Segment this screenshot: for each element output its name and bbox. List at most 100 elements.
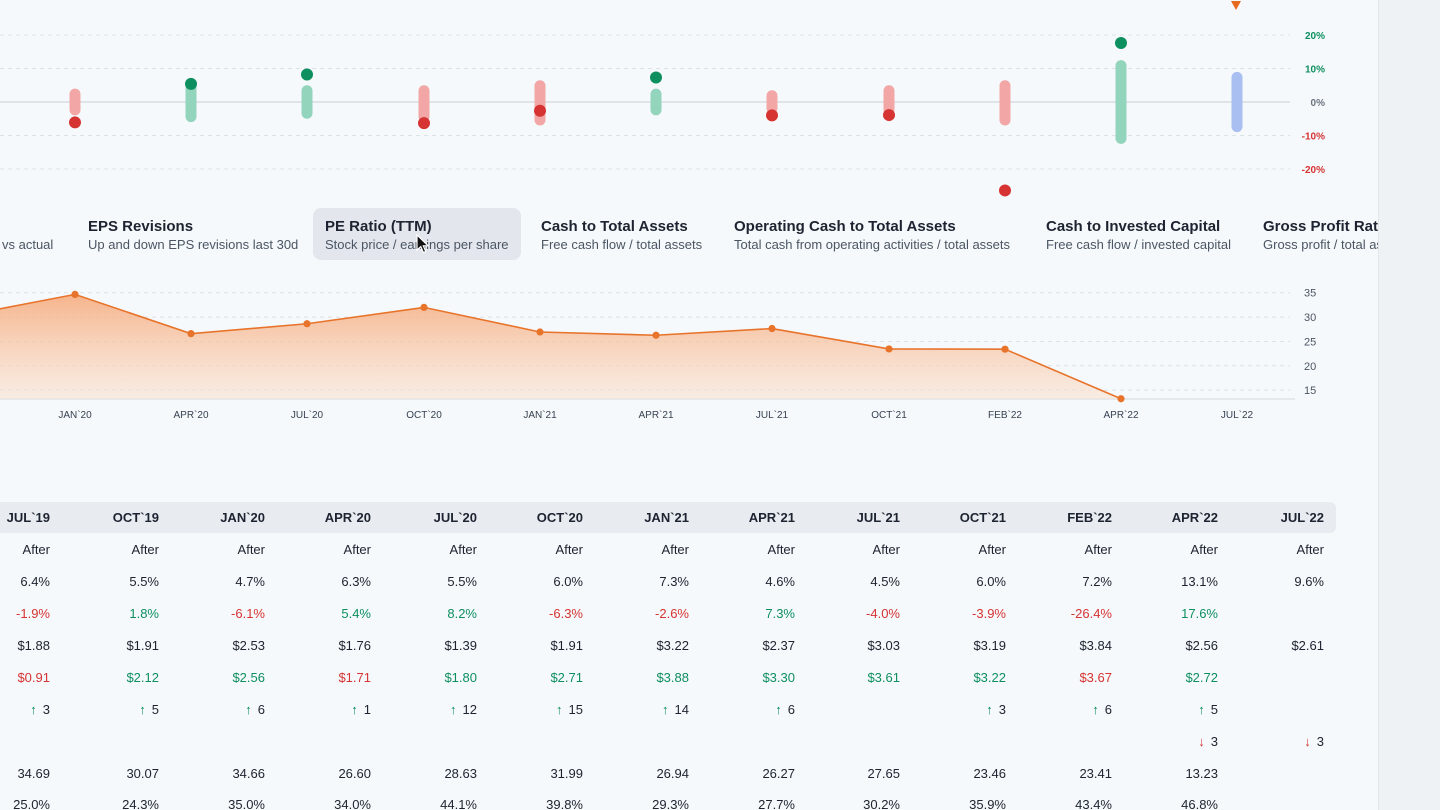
metric-tab-title: EPS Revisions — [88, 218, 194, 235]
column-header[interactable]: JAN`20 — [220, 510, 265, 525]
table-cell: ↑ 1 — [271, 702, 371, 718]
table-cell: ↓ 3 — [1224, 734, 1324, 750]
area-data-point — [1117, 395, 1125, 403]
table-cell: 35.9% — [969, 797, 1006, 810]
table-cell: 4.7% — [235, 574, 265, 589]
column-header[interactable]: APR`22 — [1171, 510, 1218, 525]
table-cell: 39.8% — [546, 797, 583, 810]
table-cell: 13.1% — [1181, 574, 1218, 589]
table-cell: $1.71 — [338, 670, 371, 685]
column-header[interactable]: FEB`22 — [1067, 510, 1112, 525]
area-x-tick-label: JAN`21 — [523, 409, 557, 421]
range-bar — [69, 88, 81, 116]
arrow-up-icon: ↑ — [139, 702, 146, 717]
metric-tab-title: Operating Cash to Total Assets — [734, 218, 956, 235]
column-header[interactable]: OCT`20 — [536, 510, 583, 525]
area-fill — [0, 294, 1121, 399]
metric-tab-subtitle: Gross profit / total assets — [1263, 237, 1378, 252]
table-cell: $2.37 — [762, 638, 795, 653]
area-data-point — [187, 330, 195, 338]
range-bar — [650, 88, 662, 116]
metric-tab-operating-cash-to-total-assets[interactable]: Operating Cash to Total Assets Total cash… — [722, 208, 1022, 260]
metric-tab-gross-profit-ratio[interactable]: Gross Profit Ratio Gross profit / total a… — [1251, 208, 1378, 260]
metric-tab-cash-to-invested-capital[interactable]: Cash to Invested Capital Free cash flow /… — [1034, 208, 1243, 260]
table-cell: $3.19 — [973, 638, 1006, 653]
eps-surprise-range-chart: 20% 10% 0% -10% -20% — [0, 1, 1326, 197]
revision-count: 3 — [42, 702, 50, 717]
revision-count: 5 — [151, 702, 159, 717]
revision-count: 1 — [363, 702, 371, 717]
table-cell: $3.22 — [973, 670, 1006, 685]
table-cell: After — [343, 542, 371, 557]
actual-value-dot — [418, 117, 430, 130]
table-cell: 44.1% — [440, 797, 477, 810]
range-bar — [301, 85, 313, 119]
top-y-tick-label: 10% — [1305, 65, 1325, 76]
table-cell: $2.61 — [1291, 638, 1324, 653]
revision-count: 3 — [998, 702, 1006, 717]
column-header[interactable]: OCT`21 — [959, 510, 1006, 525]
table-cell: -4.0% — [866, 606, 900, 621]
arrow-down-icon: ↓ — [1304, 734, 1311, 749]
arrow-down-icon: ↓ — [1198, 734, 1205, 749]
table-cell: 46.8% — [1181, 797, 1218, 810]
metric-tab-title — [2, 218, 53, 235]
actual-value-dot — [999, 184, 1011, 197]
table-cell: 7.3% — [659, 574, 689, 589]
table-cell: $1.91 — [126, 638, 159, 653]
metric-tab-eps-revisions[interactable]: EPS Revisions Up and down EPS revisions l… — [76, 208, 310, 260]
area-data-point — [768, 324, 776, 333]
table-cell: $1.80 — [444, 670, 477, 685]
earnings-dashboard: 20% 10% 0% -10% -20% vs actual EPS Revisions U… — [0, 0, 1378, 810]
top-y-tick-label: 0% — [1311, 98, 1326, 109]
area-x-tick-label: JAN`20 — [58, 409, 92, 421]
column-header[interactable]: JUL`22 — [1280, 510, 1324, 525]
metric-tab-partial[interactable]: vs actual — [0, 208, 65, 260]
column-header[interactable]: JUL`21 — [856, 510, 900, 525]
area-data-point — [885, 345, 893, 353]
column-header[interactable]: JUL`20 — [433, 510, 477, 525]
table-cell: 6.0% — [553, 574, 583, 589]
column-header[interactable]: OCT`19 — [112, 510, 159, 525]
pe-ratio-area-chart: 35 30 25 20 15 JAN`20 APR`20 JUL`20 OCT`20 JAN`21… — [0, 288, 1316, 421]
column-header[interactable]: JAN`21 — [644, 510, 689, 525]
area-data-point — [420, 303, 428, 311]
table-cell: 5.5% — [447, 574, 477, 589]
period-marker-icon — [1231, 1, 1241, 10]
table-cell: 34.69 — [17, 766, 50, 781]
column-header[interactable]: APR`20 — [324, 510, 371, 525]
revision-count: 6 — [1104, 702, 1112, 717]
table-cell: $1.91 — [550, 638, 583, 653]
metric-tab-cash-to-total-assets[interactable]: Cash to Total Assets Free cash flow / tot… — [529, 208, 714, 260]
column-header[interactable]: APR`21 — [748, 510, 795, 525]
table-cell: 26.27 — [762, 766, 795, 781]
area-y-tick-label: 15 — [1304, 385, 1316, 397]
revision-count: 5 — [1210, 702, 1218, 717]
table-cell: ↑ 3 — [0, 702, 50, 718]
range-bar — [999, 80, 1011, 126]
table-cell: After — [767, 542, 795, 557]
column-header[interactable]: JUL`19 — [6, 510, 50, 525]
area-x-tick-label: JUL`21 — [756, 409, 789, 421]
table-cell: After — [22, 542, 50, 557]
table-cell: $3.88 — [656, 670, 689, 685]
table-cell: ↑ 5 — [1118, 702, 1218, 718]
revision-count: 3 — [1210, 734, 1218, 749]
area-x-tick-label: APR`20 — [173, 409, 208, 421]
table-cell: After — [131, 542, 159, 557]
table-cell: 5.4% — [341, 606, 371, 621]
table-cell: 23.46 — [973, 766, 1006, 781]
table-cell: 30.2% — [863, 797, 900, 810]
range-bar — [1115, 60, 1127, 144]
table-cell: 26.60 — [338, 766, 371, 781]
metric-tab-title: Gross Profit Ratio — [1263, 218, 1378, 235]
table-cell: $2.56 — [232, 670, 265, 685]
area-data-point — [1001, 345, 1009, 353]
area-data-point — [652, 331, 660, 339]
right-scroll-panel[interactable] — [1378, 0, 1440, 810]
arrow-up-icon: ↑ — [351, 702, 358, 717]
arrow-up-icon: ↑ — [30, 702, 37, 717]
area-data-point — [303, 320, 311, 328]
table-cell: 30.07 — [126, 766, 159, 781]
table-cell: 26.94 — [656, 766, 689, 781]
